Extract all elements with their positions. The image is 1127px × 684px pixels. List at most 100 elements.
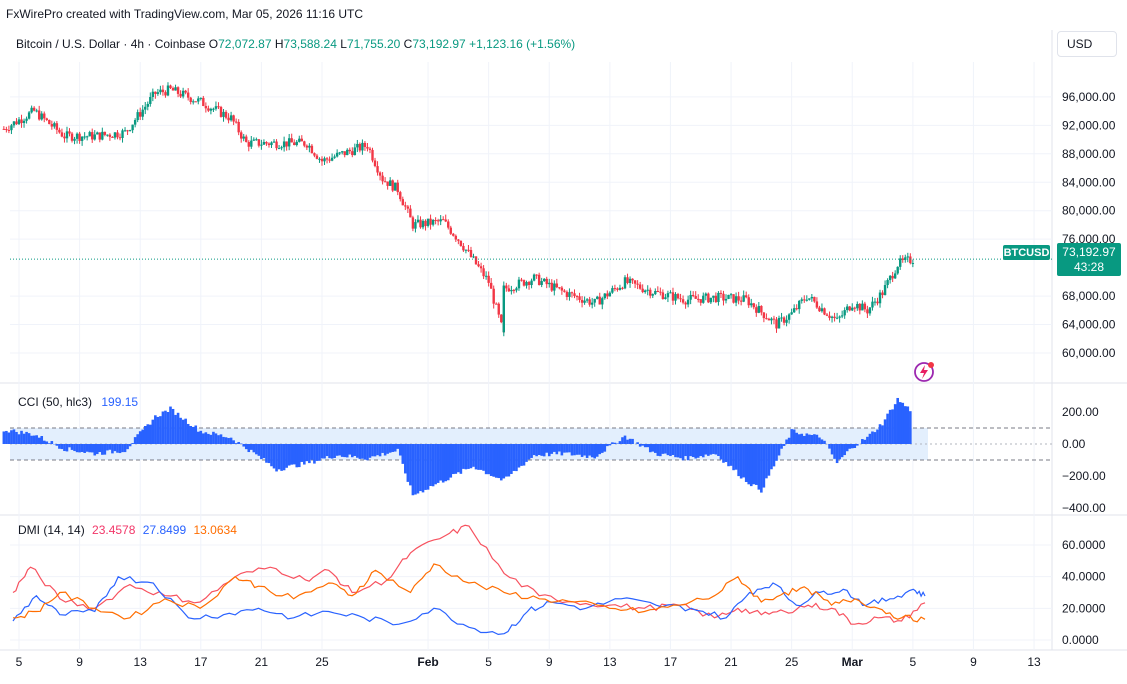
candle-body <box>487 275 490 283</box>
candle-body <box>798 300 801 310</box>
candle-body <box>116 132 119 138</box>
candle-body <box>737 296 740 301</box>
cci-bar <box>643 444 647 448</box>
cci-bar <box>260 444 263 460</box>
cci-bar <box>146 424 150 444</box>
candle-body <box>553 283 556 291</box>
candle-body <box>207 108 210 111</box>
candle-body <box>522 280 526 286</box>
candle-body <box>512 289 516 291</box>
cci-bar <box>196 431 200 444</box>
cci-bar <box>244 444 248 450</box>
cci-tick-label: 200.00 <box>1062 405 1099 419</box>
cci-bar <box>674 444 677 458</box>
currency-button[interactable]: USD <box>1057 31 1117 57</box>
cci-bar <box>366 444 369 461</box>
cci-bar <box>909 411 912 444</box>
candle-body <box>868 307 872 314</box>
dmi-tick-label: 0.0000 <box>1062 633 1099 647</box>
cci-bar <box>621 437 624 444</box>
cci-bar <box>398 444 402 456</box>
symbol-legend[interactable]: Bitcoin / U.S. Dollar · 4h · Coinbase O7… <box>16 37 575 51</box>
cci-bar <box>80 444 84 452</box>
open-label: O <box>208 37 219 51</box>
candle-body <box>596 296 599 299</box>
cci-bar <box>194 425 198 444</box>
cci-bar <box>618 441 622 444</box>
candle-body <box>790 312 793 315</box>
candle-body <box>719 292 723 294</box>
cci-bar <box>545 444 549 453</box>
price-tick-label: 88,000.00 <box>1062 147 1116 161</box>
cci-bar <box>530 444 533 458</box>
candle-body <box>755 307 758 313</box>
cci-bar <box>303 444 306 465</box>
candle-body <box>15 121 18 125</box>
candle-body <box>459 240 463 246</box>
candle-body <box>691 294 695 297</box>
cci-bar <box>414 444 417 495</box>
cci-bar <box>802 435 806 444</box>
cci-bar <box>833 444 836 459</box>
open-value: 72,072.87 <box>218 37 272 51</box>
candle-body <box>78 133 81 141</box>
cci-bar <box>416 444 420 494</box>
candle-body <box>383 181 387 183</box>
candle-body <box>492 288 495 304</box>
cci-bar <box>810 434 814 444</box>
candle-body <box>535 274 538 276</box>
candle-body <box>171 88 175 91</box>
cci-bar <box>169 406 172 444</box>
cci-bar <box>17 434 21 444</box>
cci-bar <box>820 439 824 444</box>
candle-body <box>139 112 142 117</box>
cci-bar <box>212 431 215 444</box>
cci-bar <box>333 444 336 458</box>
cci-bar <box>767 444 771 476</box>
candle-body <box>335 152 339 157</box>
candle-body <box>421 220 425 228</box>
candle-body <box>679 298 682 300</box>
candle-body <box>717 292 720 303</box>
cci-bar <box>585 444 589 458</box>
tradingview-spark-icon[interactable] <box>911 360 937 384</box>
candle-body <box>623 277 627 289</box>
candle-body <box>436 220 440 222</box>
candle-body <box>449 227 452 234</box>
candle-body <box>537 274 541 285</box>
candle-body <box>290 138 293 143</box>
candle-body <box>729 294 733 296</box>
cci-legend[interactable]: CCI (50, hlc3) 199.15 <box>18 395 138 409</box>
cci-bar <box>540 444 543 456</box>
dmi-legend[interactable]: DMI (14, 14) 23.4578 27.8499 13.0634 <box>18 523 237 537</box>
price-tick-label: 96,000.00 <box>1062 90 1116 104</box>
cci-bar <box>131 443 134 444</box>
candle-body <box>772 318 776 320</box>
candle-body <box>611 288 614 293</box>
candle-body <box>649 289 652 296</box>
candle-body <box>53 123 56 127</box>
candle-body <box>250 140 253 147</box>
cci-bar <box>252 444 256 453</box>
dmi-minus-value: 27.8499 <box>142 523 187 537</box>
cci-bar <box>272 444 276 469</box>
candle-body <box>568 292 571 298</box>
candle-body <box>909 256 912 264</box>
cci-bar <box>35 435 38 444</box>
cci-bar <box>848 444 852 449</box>
cci-bar <box>88 444 91 453</box>
candle-body <box>358 143 362 151</box>
cci-bar <box>472 444 475 467</box>
cci-bar <box>184 418 187 444</box>
candle-body <box>32 107 36 111</box>
candle-body <box>631 278 634 281</box>
candle-body <box>351 151 354 156</box>
dmi-tick-label: 40.0000 <box>1062 570 1106 584</box>
candle-body <box>146 103 149 107</box>
candle-body <box>644 290 647 293</box>
cci-bar <box>462 444 465 469</box>
cci-label: CCI (50, hlc3) <box>18 395 93 409</box>
candle-body <box>272 141 276 143</box>
candle-body <box>169 85 172 89</box>
